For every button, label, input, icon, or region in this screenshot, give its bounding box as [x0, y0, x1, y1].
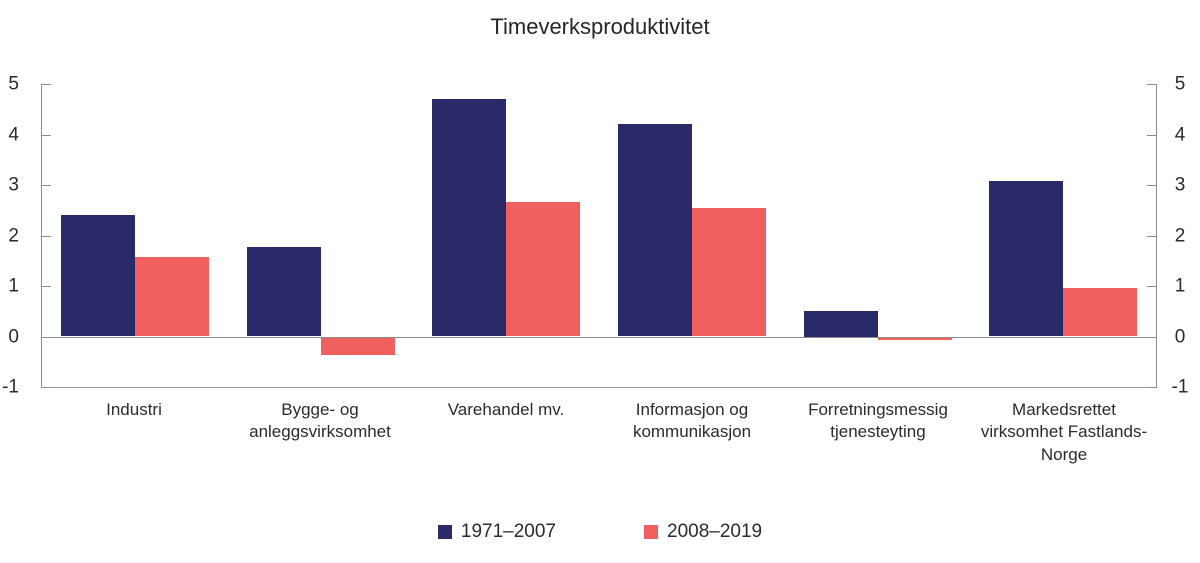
- y-tick-right: [1147, 235, 1156, 237]
- zero-line: [42, 336, 1156, 338]
- y-tick-label-left: 5: [8, 73, 19, 95]
- y-tick-label-right: 1: [1174, 275, 1186, 297]
- y-tick-label-left: 4: [8, 124, 19, 145]
- x-axis-label: Industri: [106, 400, 162, 419]
- y-tick-right: [1147, 185, 1156, 186]
- y-tick-right: [1147, 336, 1156, 338]
- bar-2008–2019-Bygge- og anleggsvirksomhet: [320, 337, 395, 356]
- y-tick-label-left: -1: [2, 376, 19, 398]
- x-axis-label: Varehandel mv.: [447, 400, 565, 419]
- y-tick-label-left: 2: [8, 225, 19, 246]
- y-tick-right: [1147, 84, 1156, 85]
- y-tick-label-left: 0: [8, 326, 19, 347]
- bar-1971–2007-Informasjon og kommunikasjon: [617, 124, 692, 337]
- y-tick-label-right: 5: [1174, 73, 1186, 95]
- y-axis-left-labels: 5 4 3 2 1 0 -1: [0, 75, 19, 397]
- legend-label-1971-2007: 1971–2007: [460, 521, 556, 542]
- y-tick-left: [42, 134, 51, 136]
- y-tick-left: [42, 235, 51, 237]
- bar-2008–2019-Informasjon og kommunikasjon: [691, 207, 766, 337]
- y-tick-left: [42, 387, 51, 388]
- y-tick-label-right: 0: [1174, 326, 1186, 347]
- legend-swatch-2008-2019: [644, 525, 658, 539]
- bar-2008–2019-Markedsrettet virksomhet Fastlands-Norge: [1063, 287, 1138, 337]
- legend-label-2008-2019: 2008–2019: [667, 521, 763, 542]
- x-axis-label: Bygge- og anleggsvirksomhet: [249, 400, 391, 442]
- y-tick-left: [42, 185, 51, 186]
- bar-2008–2019-Varehandel mv.: [506, 202, 581, 337]
- y-axis-right-labels: 5 4 3 2 1 0 -1: [1167, 75, 1193, 397]
- y-tick-right: [1147, 387, 1156, 388]
- legend-item-series1: 1971–2007: [437, 521, 556, 543]
- legend-item-series2: 2008–2019: [644, 521, 762, 543]
- y-tick-left: [42, 286, 51, 287]
- bar-1971–2007-Bygge- og anleggsvirksomhet: [246, 246, 321, 337]
- x-axis-label: Forretningsmessig tjenesteyting: [808, 400, 948, 442]
- y-tick-left: [42, 84, 51, 85]
- bar-1971–2007-Varehandel mv.: [432, 99, 507, 337]
- y-tick-label-right: 3: [1174, 174, 1186, 196]
- y-tick-left: [42, 336, 51, 338]
- plot-area: [41, 84, 1157, 388]
- x-axis-labels: Industri Bygge- og anleggsvirksomhet Vareh…: [41, 399, 1157, 466]
- x-axis-label: Informasjon og kommunikasjon: [632, 400, 752, 442]
- legend: 1971–2007 2008–2019: [0, 521, 1200, 543]
- y-tick-right: [1147, 286, 1156, 287]
- bar-1971–2007-Markedsrettet virksomhet Fastlands-Norge: [989, 181, 1064, 337]
- legend-swatch-1971-2007: [437, 525, 452, 539]
- y-tick-label-right: 2: [1174, 225, 1186, 246]
- y-tick-label-left: 3: [8, 174, 19, 196]
- y-tick-label-left: 1: [8, 275, 19, 297]
- x-axis-label: Markedsrettet virksomhet Fastlands-Norge: [980, 400, 1148, 464]
- y-tick-label-right: -1: [1171, 376, 1189, 398]
- chart-title: Timeverksproduktivitet: [490, 14, 710, 39]
- bar-1971–2007-Forretningsmessig tjenesteyting: [803, 311, 878, 337]
- bar-1971–2007-Industri: [60, 215, 135, 337]
- y-tick-label-right: 4: [1174, 124, 1186, 145]
- y-tick-right: [1147, 134, 1156, 136]
- bar-2008–2019-Forretningsmessig tjenesteyting: [877, 337, 952, 341]
- bar-2008–2019-Industri: [134, 257, 209, 337]
